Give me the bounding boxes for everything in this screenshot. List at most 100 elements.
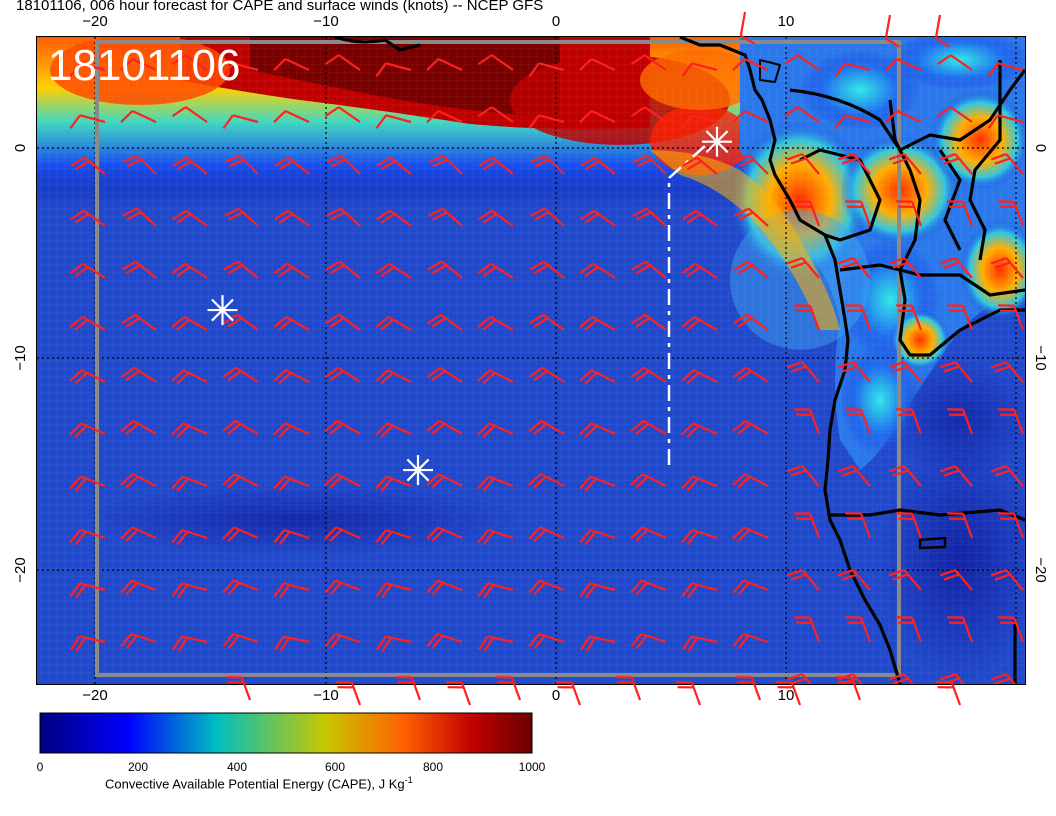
wind-barb-24: [273, 110, 310, 123]
wind-barb-outside-top-3: [934, 14, 951, 48]
wind-barb-outside-bottom-11: [835, 676, 862, 701]
wind-barb-132: [939, 361, 973, 383]
wind-barb-154: [120, 473, 157, 489]
wind-barb-outside-bottom-12: [935, 681, 962, 706]
wind-barb-145: [630, 420, 667, 435]
wind-barb-218: [477, 635, 514, 652]
wind-barb-64: [375, 209, 412, 227]
wind-barb-120: [324, 366, 361, 383]
wind-barb-35: [834, 114, 871, 129]
wind-barb-22: [171, 106, 208, 123]
wind-barb-55: [888, 153, 922, 175]
wind-barb-25: [324, 106, 361, 123]
wind-barb-91: [786, 257, 820, 279]
wind-barb-19: [987, 62, 1024, 77]
wind-barb-39: [70, 156, 106, 175]
wind-barb-199: [477, 582, 514, 599]
wind-barb-18: [936, 54, 973, 71]
wind-barb-10: [528, 62, 565, 77]
wind-barb-173: [120, 526, 157, 542]
wind-barb-23: [222, 114, 259, 129]
wind-barb-167: [786, 465, 820, 487]
wind-barb-187: [845, 512, 872, 539]
wind-barb-44: [326, 154, 361, 175]
wind-barb-131: [888, 361, 922, 383]
wind-barb-219: [528, 632, 565, 649]
colorbar-tick-600: 600: [324, 760, 346, 774]
wind-barb-20: [69, 114, 106, 129]
wind-barb-40: [122, 154, 157, 175]
wind-barb-134: [69, 422, 106, 438]
wind-barb-207: [888, 569, 922, 591]
date-stamp: 18101106: [48, 41, 241, 90]
wind-barb-3: [171, 54, 208, 71]
wind-barb-61: [223, 207, 259, 227]
storm-track: [667, 145, 706, 465]
wind-barb-121: [375, 369, 412, 385]
lat-tick-right-2: −10: [1032, 345, 1049, 370]
wind-barb-222: [681, 635, 718, 652]
lat-tick-left-1: 0: [12, 144, 29, 152]
wind-barb-119: [273, 369, 310, 385]
wind-barb-77: [69, 262, 106, 279]
wind-barb-208: [939, 569, 973, 591]
wind-barb-210: [69, 635, 106, 652]
lon-tick-top-1: −20: [82, 13, 107, 30]
wind-barb-32: [681, 114, 718, 129]
wind-barb-129: [786, 361, 820, 383]
wind-barb-outside-bottom-1: [225, 676, 252, 701]
wind-barb-245: [888, 673, 915, 684]
wind-barb-62: [273, 209, 310, 227]
wind-barb-74: [896, 200, 923, 227]
wind-barb-84: [427, 260, 463, 279]
wind-barb-247: [990, 673, 1017, 684]
wind-barb-181: [528, 526, 565, 542]
wind-barb-159: [375, 475, 412, 492]
wind-barb-outside-bottom-2: [335, 681, 362, 706]
wind-barb-112: [896, 304, 923, 331]
wind-barb-236: [428, 687, 463, 701]
wind-barb-43: [274, 156, 310, 175]
colorbar-tick-0: 0: [36, 760, 44, 774]
lat-tick-right-3: −20: [1032, 557, 1049, 582]
wind-barb-139: [324, 420, 361, 435]
wind-barb-146: [681, 422, 718, 438]
wind-barb-5: [273, 58, 310, 71]
wind-barb-78: [121, 260, 157, 279]
storm-marker-2: [207, 295, 238, 326]
wind-barb-110: [794, 304, 821, 331]
wind-barb-205: [786, 569, 820, 591]
wind-barb-118: [222, 366, 259, 383]
colorbar-label-sup: -1: [404, 775, 413, 785]
wind-barb-155: [171, 475, 208, 492]
wind-barb-215: [324, 632, 361, 649]
lon-tick-bottom-4: 10: [778, 687, 795, 704]
wind-barb-143: [528, 420, 565, 435]
wind-barb-137: [222, 420, 259, 435]
wind-barb-197: [375, 582, 412, 599]
wind-barb-14: [732, 58, 769, 71]
wind-barb-50: [632, 154, 667, 175]
wind-barb-outside-bottom-10: [775, 681, 802, 706]
wind-barb-59: [121, 207, 157, 227]
storm-marker-3: [403, 455, 433, 486]
wind-barb-148: [794, 408, 821, 435]
colorbar-tick-400: 400: [226, 760, 248, 774]
wind-barb-186: [794, 512, 821, 539]
wind-barb-98: [171, 316, 208, 331]
wind-barb-188: [896, 512, 923, 539]
wind-barb-228: [998, 616, 1025, 643]
wind-barb-8: [426, 58, 463, 71]
wind-barb-192: [120, 579, 157, 596]
wind-barb-220: [579, 635, 616, 652]
storm-marker-1: [702, 126, 732, 157]
wind-barb-103: [426, 313, 463, 331]
wind-barb-193: [171, 582, 208, 599]
wind-barb-30: [579, 110, 616, 123]
wind-barb-225: [845, 616, 872, 643]
wind-barb-65: [427, 207, 463, 227]
wind-barb-72: [794, 200, 821, 227]
lon-tick-top-4: 10: [778, 13, 795, 30]
wind-barb-82: [325, 260, 361, 279]
wind-barb-87: [579, 262, 616, 279]
